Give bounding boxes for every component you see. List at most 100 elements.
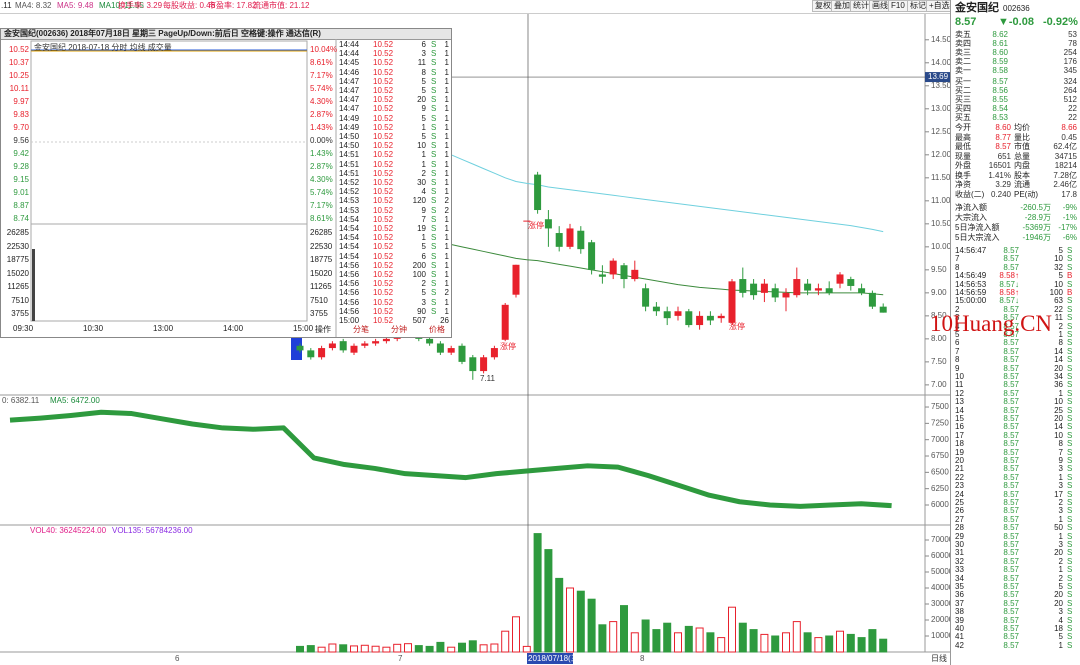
tick-side: S xyxy=(431,95,437,105)
tick-count: 1 xyxy=(444,141,449,151)
volume-bar xyxy=(317,646,326,653)
stat-label: 最低 xyxy=(955,142,971,151)
tick-time: 14:56:53 xyxy=(955,279,987,289)
book-volume: 22 xyxy=(1068,113,1077,122)
book-label: 卖三 xyxy=(955,48,971,57)
tick-price: 10.52 xyxy=(373,113,394,123)
volume-bar xyxy=(879,638,888,653)
tick-time: 8 xyxy=(955,355,960,365)
volume-bar xyxy=(533,533,542,653)
candle-body xyxy=(631,269,639,280)
candle-body xyxy=(739,279,747,293)
tick-volume: 32 xyxy=(1054,262,1063,272)
tick-time: 4 xyxy=(955,321,960,331)
tick-price: 10.52 xyxy=(373,224,394,233)
tick-side: B xyxy=(1067,271,1073,281)
stat-value: 651 xyxy=(997,151,1011,161)
toolbar-button[interactable]: 标记 xyxy=(907,0,929,12)
tick-side: S xyxy=(1067,582,1073,591)
candle-body xyxy=(782,292,790,298)
tick-time: 14:47 xyxy=(339,104,360,114)
tick-price: 8.57↓ xyxy=(999,296,1019,306)
info: 每股收益: 0.48 xyxy=(163,1,216,10)
volume-bar xyxy=(393,643,402,653)
tick-price: 10.52 xyxy=(373,58,394,68)
tick-side: S xyxy=(431,49,437,59)
vol-label: 15020 xyxy=(310,268,333,278)
stat-value: 18214 xyxy=(1054,161,1077,170)
tick-side: S xyxy=(1067,422,1073,432)
tick-volume: 100 xyxy=(1049,288,1063,297)
tick-side: S xyxy=(431,306,437,316)
tick-time: 14:56 xyxy=(339,288,360,298)
candle-body xyxy=(436,343,444,353)
stat-label: PE(动) xyxy=(1014,189,1038,199)
book-volume: 78 xyxy=(1068,39,1077,48)
popup-tab[interactable]: 分钟 xyxy=(391,325,407,334)
tick-volume: 5 xyxy=(421,288,426,298)
tick-price: 10.52 xyxy=(373,159,394,169)
tick-side: S xyxy=(431,224,437,233)
tick-price: 10.52 xyxy=(373,288,394,298)
tick-side: S xyxy=(431,279,437,289)
stat-label: 流通 xyxy=(1014,180,1030,189)
tick-price: 8.57 xyxy=(1003,632,1019,642)
tick-price: 8.57↓ xyxy=(999,279,1019,289)
tick-price: 10.52 xyxy=(373,178,394,187)
toolbar-button[interactable]: +自选 xyxy=(926,0,953,12)
tick-count: 1 xyxy=(444,132,449,141)
stat-label: 外盘 xyxy=(955,161,971,170)
stat-label: 收益(二) xyxy=(955,189,985,199)
popup-tab[interactable]: 价格 xyxy=(429,325,445,334)
volume-bar xyxy=(587,598,596,653)
price-label: 9.56 xyxy=(13,136,29,145)
volume-bar xyxy=(630,632,639,653)
pct-label: 8.61% xyxy=(310,58,333,67)
tick-price: 8.57 xyxy=(1003,464,1019,474)
stat-value: 2.46亿 xyxy=(1053,180,1077,189)
tick-side: S xyxy=(1067,321,1073,331)
tick-volume: 6 xyxy=(421,251,426,261)
popup-tab[interactable]: 分笔 xyxy=(353,325,369,334)
popup-tab[interactable]: 操作 xyxy=(315,325,331,334)
volume-bar xyxy=(738,622,747,653)
tick-time: 14:52 xyxy=(339,187,360,197)
tick-volume: 1 xyxy=(421,150,426,160)
tick-count: 1 xyxy=(444,242,449,252)
tick-price: 8.57 xyxy=(1003,254,1019,264)
tick-time: 6 xyxy=(955,338,960,348)
tick-volume: 20 xyxy=(1054,590,1063,600)
stat-label: 最高 xyxy=(955,132,971,142)
intraday-popup: 金安国纪(002636) 2018年07月18日 星期三 PageUp/Down… xyxy=(0,28,452,338)
tick-side: S xyxy=(1067,590,1073,600)
frame xyxy=(30,40,308,322)
tick-count: 1 xyxy=(444,86,449,95)
tick-price: 10.52 xyxy=(373,214,394,224)
tick-time: 38 xyxy=(955,607,964,617)
tick-side: S xyxy=(1067,607,1073,617)
tick-price: 10.52 xyxy=(373,279,394,289)
price-label: 9.70 xyxy=(13,123,29,132)
price-label: 9.97 xyxy=(13,97,29,106)
tick-side: S xyxy=(431,233,437,243)
tick-time: 5 xyxy=(955,330,960,339)
tick-price: 8.57 xyxy=(1003,338,1019,348)
toolbar-button[interactable]: F10 xyxy=(888,0,908,12)
tick-side: S xyxy=(431,187,437,197)
tick-price: 8.57 xyxy=(1003,380,1019,390)
time-label: 15:00 xyxy=(293,324,314,333)
tick-price: 10.52 xyxy=(373,95,394,105)
tick-time: 14:47 xyxy=(339,86,360,95)
indicator: .11 xyxy=(1,1,12,10)
tick-price: 8.57 xyxy=(1003,607,1019,617)
stat-label: 现量 xyxy=(955,151,971,161)
watermark: 10Huang.CN xyxy=(930,311,1053,336)
tick-time: 16 xyxy=(955,422,964,432)
intraday-chart xyxy=(30,39,337,337)
y-tick-label: 12.00 xyxy=(931,150,950,159)
pct-label: 7.17% xyxy=(310,201,333,210)
candle-body xyxy=(382,338,390,342)
volume-bar xyxy=(414,645,423,653)
